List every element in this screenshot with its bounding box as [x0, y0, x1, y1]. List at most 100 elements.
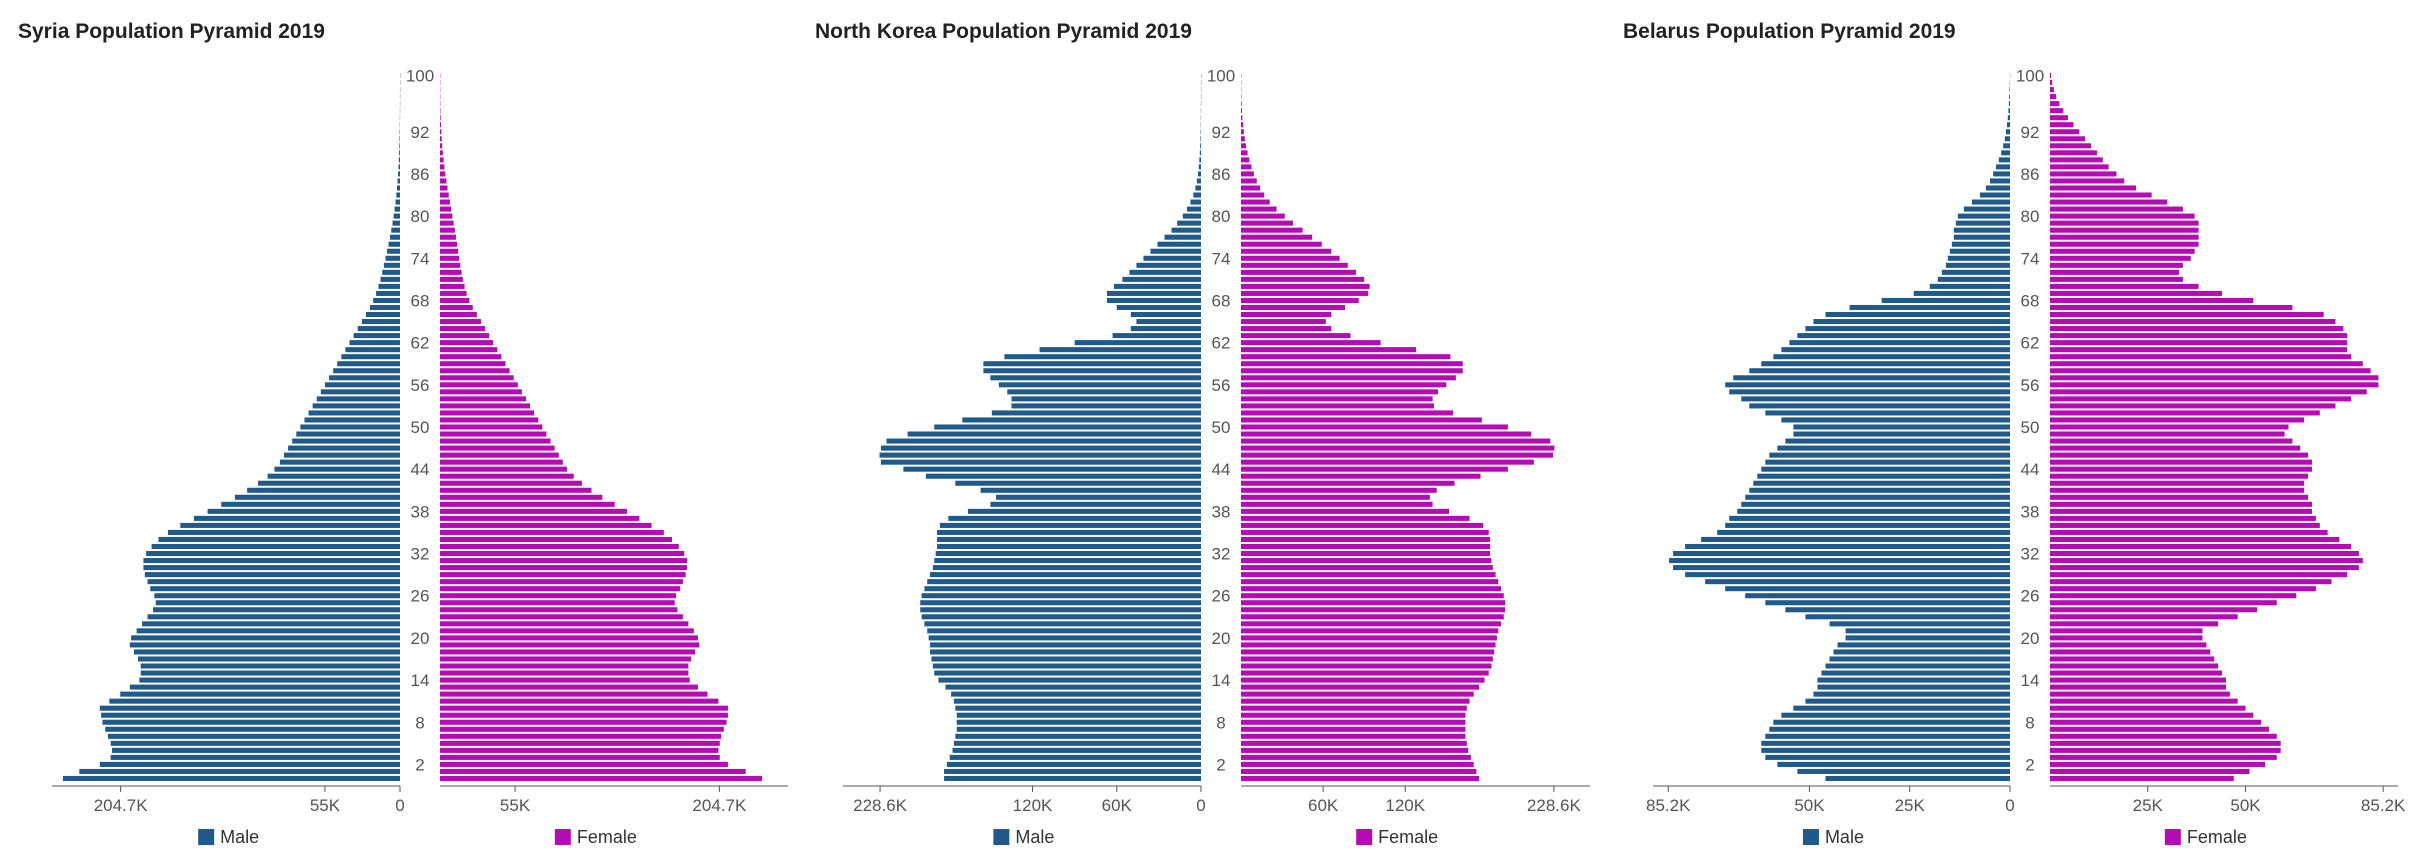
age-tick-label: 86	[411, 165, 430, 184]
bar-female-age-2	[440, 761, 728, 767]
bar-male-age-38	[207, 508, 400, 514]
bar-female-age-7	[2050, 726, 2269, 732]
age-tick-label: 44	[411, 460, 430, 479]
bar-male-age-87	[398, 164, 400, 170]
bar-female-age-23	[440, 614, 683, 620]
bar-male-age-64	[1805, 326, 2010, 332]
bar-male-age-90	[399, 143, 400, 149]
bar-female-age-39	[1241, 501, 1433, 507]
bar-female-age-10	[440, 705, 728, 711]
bar-female-age-71	[440, 276, 463, 282]
bar-female-age-5	[1241, 740, 1467, 746]
bar-male-age-59	[1761, 361, 2010, 367]
legend-swatch-male	[198, 829, 215, 845]
bar-female-age-22	[440, 621, 689, 627]
bar-male-age-57	[1733, 375, 2010, 381]
age-tick-label: 38	[2021, 502, 2040, 521]
bar-male-age-78	[1953, 227, 2010, 233]
legend-label-female: Female	[577, 827, 637, 847]
bar-male-age-48	[292, 438, 400, 444]
age-tick-label: 8	[1216, 713, 1225, 732]
bar-female-age-9	[1241, 712, 1466, 718]
bar-male-age-21	[927, 628, 1201, 634]
pyramid-chart-syria: Syria Population Pyramid 2019 2 8 14 20 26 32…	[18, 20, 788, 847]
bar-male-age-40	[234, 494, 400, 500]
bar-female-age-89	[2050, 150, 2097, 156]
bar-female-age-86	[2050, 171, 2117, 177]
bar-male-age-35	[168, 529, 400, 535]
bar-female-age-94	[1241, 115, 1243, 121]
bar-male-age-4	[1761, 747, 2010, 753]
bar-male-age-41	[980, 487, 1201, 493]
bar-male-age-14	[139, 677, 400, 683]
bar-male-age-80	[1182, 213, 1201, 219]
bar-female-age-86	[440, 171, 446, 177]
bar-female-age-87	[440, 164, 445, 170]
bar-male-age-52	[991, 410, 1201, 416]
bar-female-age-47	[1241, 445, 1555, 451]
bar-male-age-91	[2004, 136, 2010, 142]
age-tick-label: 92	[1212, 123, 1231, 142]
bar-male-age-45	[880, 459, 1201, 465]
bar-female-age-76	[440, 241, 458, 247]
age-tick-label: 14	[1212, 671, 1231, 690]
bar-female-age-55	[2050, 389, 2367, 395]
bar-female-age-31	[1241, 558, 1492, 564]
bar-male-age-7	[1769, 726, 2010, 732]
age-tick-label: 74	[2021, 249, 2040, 268]
age-tick-label: 86	[2021, 165, 2040, 184]
bar-female-age-43	[440, 473, 574, 479]
bar-male-age-34	[937, 536, 1201, 542]
bar-female-age-88	[1241, 157, 1250, 163]
bar-male-age-66	[1825, 311, 2010, 318]
bar-male-age-26	[1745, 593, 2010, 599]
bar-male-age-16	[932, 663, 1201, 669]
bar-female-age-19	[440, 642, 700, 648]
legend-swatch-female	[1356, 829, 1373, 845]
bar-male-age-49	[1793, 431, 2010, 437]
bar-male-age-78	[1171, 227, 1201, 233]
bar-female-age-68	[2050, 297, 2254, 303]
bar-male-age-3	[1765, 754, 2010, 760]
bar-female-age-95	[1241, 108, 1242, 114]
age-tick-label: 68	[411, 291, 430, 310]
bar-female-age-12	[440, 691, 708, 697]
bar-male-age-8	[102, 719, 401, 725]
bar-male-age-57	[329, 375, 400, 381]
bar-female-age-54	[440, 396, 526, 402]
bar-male-age-46	[1769, 452, 2010, 458]
bar-female-age-96	[2050, 101, 2060, 107]
x-tick-label-female: 204.7K	[692, 796, 747, 815]
bar-female-age-48	[2050, 438, 2293, 444]
bar-female-age-36	[440, 522, 652, 528]
bar-female-age-96	[1241, 101, 1242, 107]
bar-female-age-77	[1241, 234, 1313, 240]
x-axis: 85.2K 50K 25K 0 25K 50K 85.2K	[1646, 785, 2406, 815]
bar-female-age-16	[2050, 663, 2219, 669]
bar-female-age-81	[1241, 206, 1277, 212]
bar-female-age-52	[440, 410, 535, 416]
pyramid-bars	[879, 72, 1555, 782]
bar-male-age-45	[1765, 459, 2010, 465]
bar-male-age-24	[152, 607, 400, 613]
bar-male-age-81	[1963, 206, 2010, 212]
bar-male-age-11	[953, 698, 1201, 704]
bar-male-age-70	[1113, 283, 1201, 289]
bar-male-age-61	[1781, 347, 2010, 353]
bar-male-age-79	[1955, 220, 2010, 226]
bar-male-age-91	[1200, 136, 1201, 142]
bar-male-age-6	[955, 733, 1201, 739]
x-tick-label-female: 25K	[2133, 796, 2164, 815]
age-tick-label: 14	[411, 671, 430, 690]
bar-male-age-23	[1805, 614, 2010, 620]
bar-male-age-93	[2006, 122, 2010, 128]
x-tick-label-female: 50K	[2230, 796, 2261, 815]
bar-female-age-88	[2050, 157, 2103, 163]
bar-female-age-61	[1241, 347, 1417, 353]
bar-male-age-54	[1011, 396, 1201, 402]
bar-male-age-34	[1701, 536, 2010, 542]
bar-male-age-0	[1825, 775, 2010, 782]
bar-female-age-30	[1241, 565, 1493, 571]
x-tick-label-male: 85.2K	[1646, 796, 1691, 815]
bar-male-age-8	[1773, 719, 2010, 725]
